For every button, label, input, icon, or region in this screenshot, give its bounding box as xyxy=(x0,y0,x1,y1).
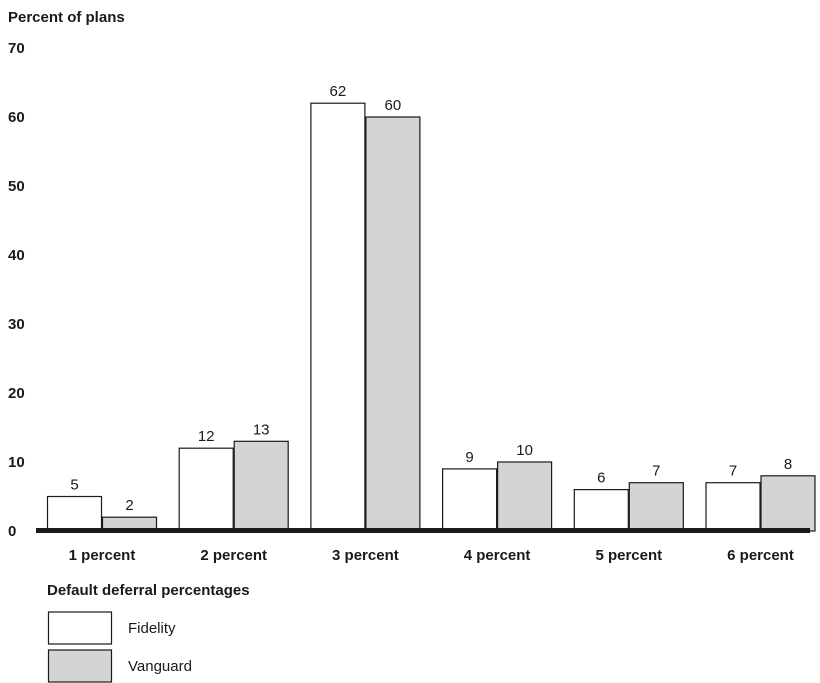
y-tick-label: 10 xyxy=(8,454,25,471)
x-axis-ticks: 1 percent 2 percent 3 percent 4 percent 5 pe… xyxy=(69,547,794,564)
x-tick-label: 4 percent xyxy=(464,547,531,564)
bar-fidelity xyxy=(178,447,234,532)
data-label: 9 xyxy=(465,449,473,466)
data-label: 10 xyxy=(516,442,533,459)
legend-label-fidelity: Fidelity xyxy=(128,620,176,637)
x-axis-title: Default deferral percentages xyxy=(47,582,250,599)
bar-fidelity xyxy=(310,102,366,532)
y-tick-label: 50 xyxy=(8,178,25,195)
bars xyxy=(46,102,816,532)
y-tick-label: 70 xyxy=(8,40,25,57)
x-tick-label: 1 percent xyxy=(69,547,136,564)
x-axis-baseline xyxy=(36,528,810,533)
x-tick-label: 3 percent xyxy=(332,547,399,564)
y-axis-ticks: 0 10 20 30 40 50 60 70 xyxy=(8,40,25,540)
x-tick-label: 2 percent xyxy=(200,547,267,564)
bar-fidelity xyxy=(442,468,498,532)
y-tick-label: 0 xyxy=(8,523,16,540)
legend: Fidelity Vanguard xyxy=(47,611,192,683)
data-label: 2 xyxy=(125,497,133,514)
bar-vanguard xyxy=(628,482,684,532)
bar-vanguard xyxy=(760,475,816,532)
data-label: 5 xyxy=(70,477,78,494)
data-label: 7 xyxy=(729,463,737,480)
legend-label-vanguard: Vanguard xyxy=(128,658,192,675)
y-tick-label: 40 xyxy=(8,247,25,264)
bar-vanguard xyxy=(365,116,421,532)
bar-fidelity xyxy=(46,495,103,532)
data-label: 8 xyxy=(784,456,792,473)
y-axis-title: Percent of plans xyxy=(8,9,125,26)
data-label: 12 xyxy=(198,428,215,445)
data-label: 7 xyxy=(652,463,660,480)
bar-vanguard xyxy=(497,461,553,532)
data-label: 62 xyxy=(330,83,347,100)
data-label: 6 xyxy=(597,470,605,487)
x-tick-label: 5 percent xyxy=(595,547,662,564)
x-tick-label: 6 percent xyxy=(727,547,794,564)
data-label: 60 xyxy=(385,97,402,114)
y-tick-label: 30 xyxy=(8,316,25,333)
legend-swatch-vanguard xyxy=(47,649,113,683)
y-tick-label: 20 xyxy=(8,385,25,402)
legend-swatch-fidelity xyxy=(47,611,113,645)
bar-fidelity xyxy=(705,482,761,532)
y-tick-label: 60 xyxy=(8,109,25,126)
bar-fidelity xyxy=(573,489,629,532)
data-label: 13 xyxy=(253,421,270,438)
bar-vanguard xyxy=(233,440,289,532)
